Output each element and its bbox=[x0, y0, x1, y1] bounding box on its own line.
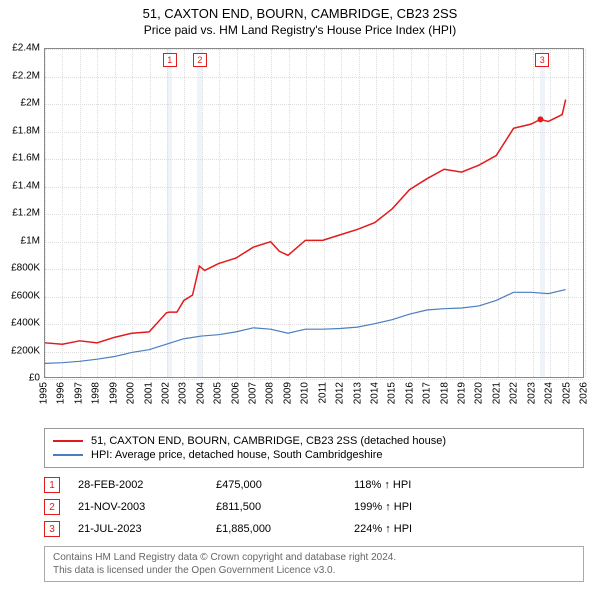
x-tick-label: 1999 bbox=[108, 382, 119, 404]
x-tick-label: 2019 bbox=[457, 382, 468, 404]
x-tick-label: 2009 bbox=[282, 382, 293, 404]
title-main: 51, CAXTON END, BOURN, CAMBRIDGE, CB23 2… bbox=[0, 6, 600, 21]
x-tick-label: 1995 bbox=[39, 382, 50, 404]
y-tick-label: £1.8M bbox=[12, 125, 40, 136]
legend-label: 51, CAXTON END, BOURN, CAMBRIDGE, CB23 2… bbox=[91, 435, 446, 447]
x-tick-label: 2023 bbox=[526, 382, 537, 404]
footer-attribution: Contains HM Land Registry data © Crown c… bbox=[44, 546, 584, 582]
gridline-vertical bbox=[585, 49, 586, 377]
event-date: 28-FEB-2002 bbox=[78, 479, 198, 491]
y-tick-label: £800K bbox=[11, 263, 40, 274]
event-marker: 3 bbox=[44, 521, 60, 537]
footer-line1: Contains HM Land Registry data © Crown c… bbox=[53, 551, 575, 564]
legend-row: HPI: Average price, detached house, Sout… bbox=[53, 448, 575, 462]
series-line-hpi bbox=[45, 290, 566, 364]
event-marker-1: 1 bbox=[163, 53, 177, 67]
x-tick-label: 2001 bbox=[143, 382, 154, 404]
event-marker: 2 bbox=[44, 499, 60, 515]
y-tick-label: £400K bbox=[11, 318, 40, 329]
event-date: 21-NOV-2003 bbox=[78, 501, 198, 513]
x-tick-label: 2020 bbox=[474, 382, 485, 404]
x-tick-label: 2007 bbox=[248, 382, 259, 404]
x-tick-label: 2017 bbox=[422, 382, 433, 404]
x-tick-label: 2024 bbox=[544, 382, 555, 404]
x-tick-label: 2011 bbox=[317, 382, 328, 404]
y-axis: £0£200K£400K£600K£800K£1M£1.2M£1.4M£1.6M… bbox=[0, 48, 44, 378]
x-tick-label: 2012 bbox=[335, 382, 346, 404]
x-tick-label: 2008 bbox=[265, 382, 276, 404]
title-sub: Price paid vs. HM Land Registry's House … bbox=[0, 23, 600, 37]
x-tick-label: 2016 bbox=[404, 382, 415, 404]
x-tick-label: 1998 bbox=[91, 382, 102, 404]
event-hpi: 118% ↑ HPI bbox=[354, 479, 584, 491]
y-tick-label: £2.2M bbox=[12, 70, 40, 81]
footer-line2: This data is licensed under the Open Gov… bbox=[53, 564, 575, 577]
event-marker: 1 bbox=[44, 477, 60, 493]
x-tick-label: 2000 bbox=[126, 382, 137, 404]
y-tick-label: £1.4M bbox=[12, 180, 40, 191]
x-tick-label: 2026 bbox=[579, 382, 590, 404]
event-hpi: 199% ↑ HPI bbox=[354, 501, 584, 513]
chart-plot-area: 1 2 3 bbox=[44, 48, 584, 378]
event-date: 21-JUL-2023 bbox=[78, 523, 198, 535]
y-tick-label: £600K bbox=[11, 290, 40, 301]
x-tick-label: 2006 bbox=[230, 382, 241, 404]
series-line-price bbox=[45, 100, 566, 345]
events-table: 1 28-FEB-2002 £475,000 118% ↑ HPI 2 21-NOV-20… bbox=[44, 474, 584, 540]
x-tick-label: 2003 bbox=[178, 382, 189, 404]
event-row: 2 21-NOV-2003 £811,500 199% ↑ HPI bbox=[44, 496, 584, 518]
x-tick-label: 2018 bbox=[439, 382, 450, 404]
chart-container: 51, CAXTON END, BOURN, CAMBRIDGE, CB23 2… bbox=[0, 0, 600, 590]
x-tick-label: 2022 bbox=[509, 382, 520, 404]
event-marker-2: 2 bbox=[193, 53, 207, 67]
x-axis: 1995199619971998199920002001200220032004… bbox=[44, 378, 584, 428]
x-tick-label: 2025 bbox=[561, 382, 572, 404]
y-tick-label: £1.2M bbox=[12, 208, 40, 219]
y-tick-label: £200K bbox=[11, 345, 40, 356]
x-tick-label: 1996 bbox=[56, 382, 67, 404]
event-price: £1,885,000 bbox=[216, 523, 336, 535]
x-tick-label: 2005 bbox=[213, 382, 224, 404]
legend-swatch bbox=[53, 454, 83, 456]
legend: 51, CAXTON END, BOURN, CAMBRIDGE, CB23 2… bbox=[44, 428, 584, 468]
x-tick-label: 2010 bbox=[300, 382, 311, 404]
y-tick-label: £1M bbox=[21, 235, 40, 246]
event-price: £475,000 bbox=[216, 479, 336, 491]
x-tick-label: 2004 bbox=[195, 382, 206, 404]
legend-label: HPI: Average price, detached house, Sout… bbox=[91, 449, 382, 461]
chart-svg bbox=[45, 49, 583, 377]
event-hpi: 224% ↑ HPI bbox=[354, 523, 584, 535]
y-tick-label: £1.6M bbox=[12, 153, 40, 164]
x-tick-label: 1997 bbox=[73, 382, 84, 404]
event-row: 3 21-JUL-2023 £1,885,000 224% ↑ HPI bbox=[44, 518, 584, 540]
y-tick-label: £2M bbox=[21, 98, 40, 109]
x-tick-label: 2014 bbox=[369, 382, 380, 404]
price-dot bbox=[537, 116, 543, 122]
title-block: 51, CAXTON END, BOURN, CAMBRIDGE, CB23 2… bbox=[0, 0, 600, 37]
event-marker-3: 3 bbox=[535, 53, 549, 67]
legend-swatch bbox=[53, 440, 83, 442]
x-tick-label: 2015 bbox=[387, 382, 398, 404]
x-tick-label: 2013 bbox=[352, 382, 363, 404]
event-price: £811,500 bbox=[216, 501, 336, 513]
event-row: 1 28-FEB-2002 £475,000 118% ↑ HPI bbox=[44, 474, 584, 496]
legend-row: 51, CAXTON END, BOURN, CAMBRIDGE, CB23 2… bbox=[53, 434, 575, 448]
y-tick-label: £2.4M bbox=[12, 43, 40, 54]
x-tick-label: 2002 bbox=[160, 382, 171, 404]
x-tick-label: 2021 bbox=[491, 382, 502, 404]
